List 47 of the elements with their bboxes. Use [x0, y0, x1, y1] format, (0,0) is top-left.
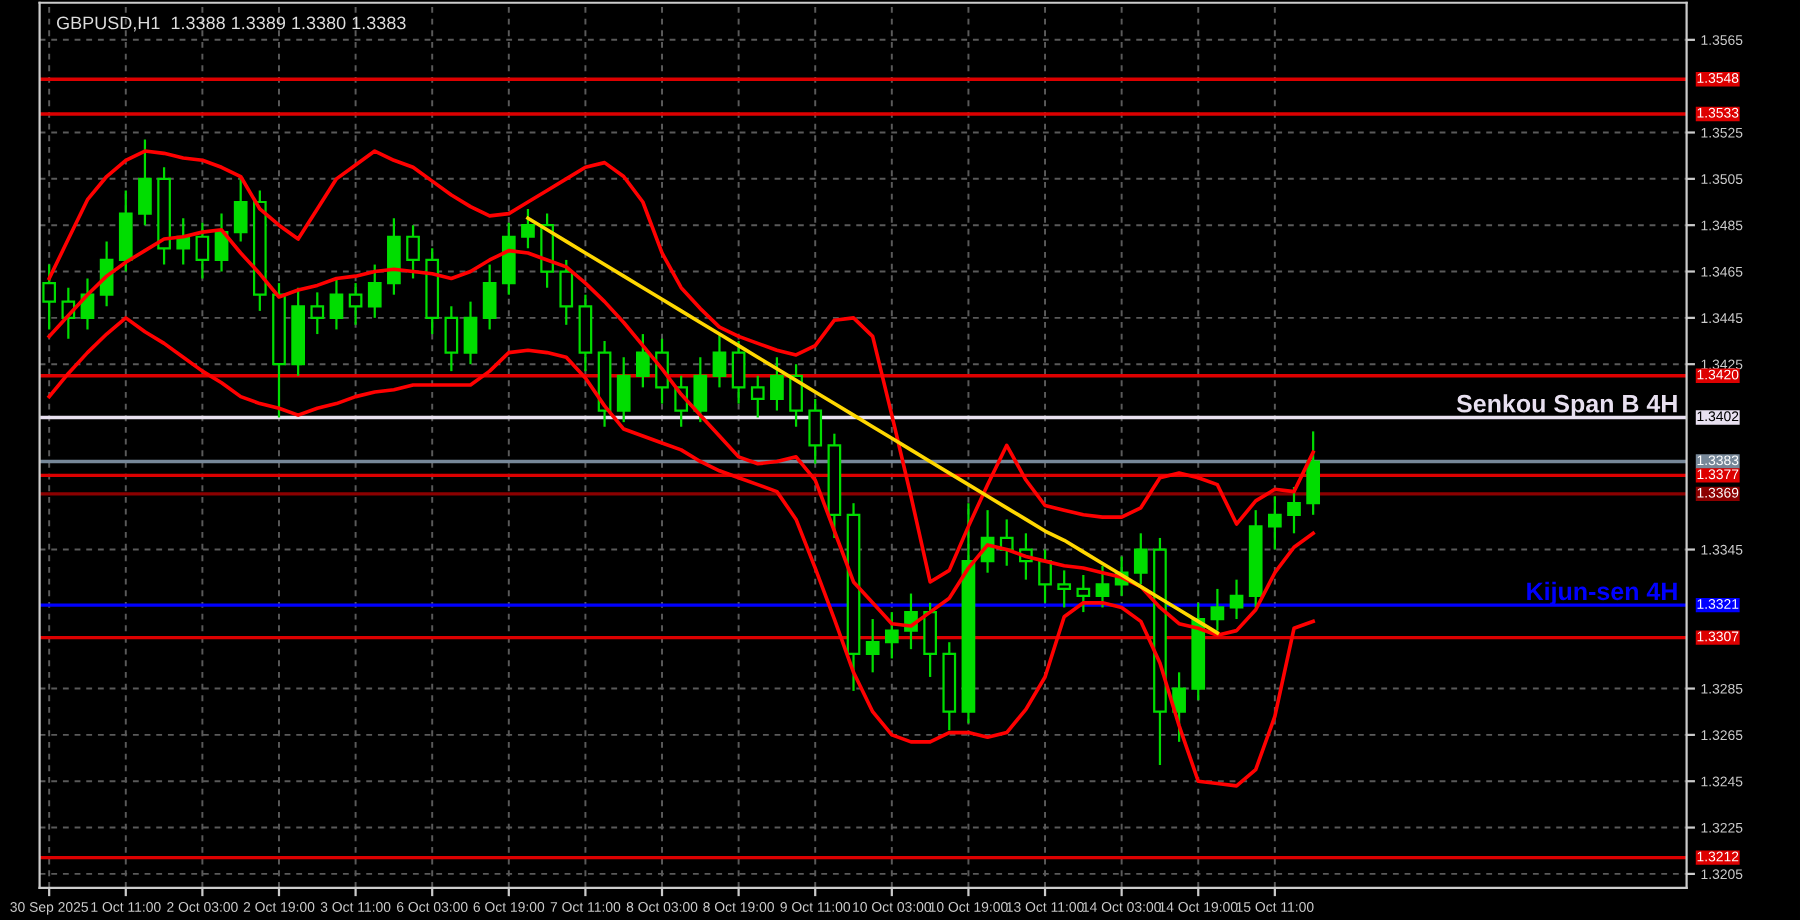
candlestick [616, 356, 631, 424]
line-series [526, 216, 1220, 635]
candlestick [884, 610, 899, 660]
candlestick [712, 332, 727, 389]
ref-line-label: Kijun-sen 4H [1527, 581, 1677, 606]
candlestick [693, 356, 708, 424]
candlestick [195, 221, 210, 280]
candlestick [367, 263, 382, 319]
candlestick [482, 263, 497, 331]
candlestick [636, 332, 650, 389]
text: GBPUSD,H1 1.3388 1.3389 1.3380 1.3383 [56, 16, 406, 32]
candlestick [770, 356, 784, 412]
candlestick [138, 138, 152, 227]
candlestick [731, 339, 746, 405]
candlestick [521, 207, 535, 250]
candlestick [1057, 569, 1072, 609]
candlestick [808, 397, 823, 465]
candlestick [923, 601, 937, 679]
line-series [47, 316, 1315, 788]
candlestick [789, 363, 803, 428]
candlestick [750, 374, 765, 419]
candlestick [1306, 430, 1321, 516]
candlestick [1095, 564, 1110, 609]
candlestick [348, 281, 363, 326]
candlestick [1133, 532, 1148, 586]
candlestick [42, 263, 57, 331]
candlestick [118, 189, 133, 273]
candlestick [444, 305, 459, 373]
candlestick [233, 175, 248, 243]
candlestick [329, 277, 344, 331]
candlestick [310, 291, 325, 336]
candlestick [387, 217, 401, 296]
candlestick [1076, 573, 1091, 614]
candlestick [1038, 548, 1052, 604]
ref-line-label: Senkou Span B 4H [1456, 394, 1677, 418]
candlestick [501, 221, 516, 296]
candlestick [1287, 485, 1301, 535]
candlestick [1229, 578, 1244, 621]
candlestick [559, 258, 574, 326]
candlestick [1267, 495, 1282, 551]
candlestick [1210, 587, 1225, 632]
candlestick [865, 617, 880, 674]
candlestick [1172, 671, 1186, 743]
candlestick [578, 293, 593, 373]
candlestick [406, 224, 420, 280]
candlestick [463, 300, 478, 366]
line-series [47, 149, 1315, 584]
